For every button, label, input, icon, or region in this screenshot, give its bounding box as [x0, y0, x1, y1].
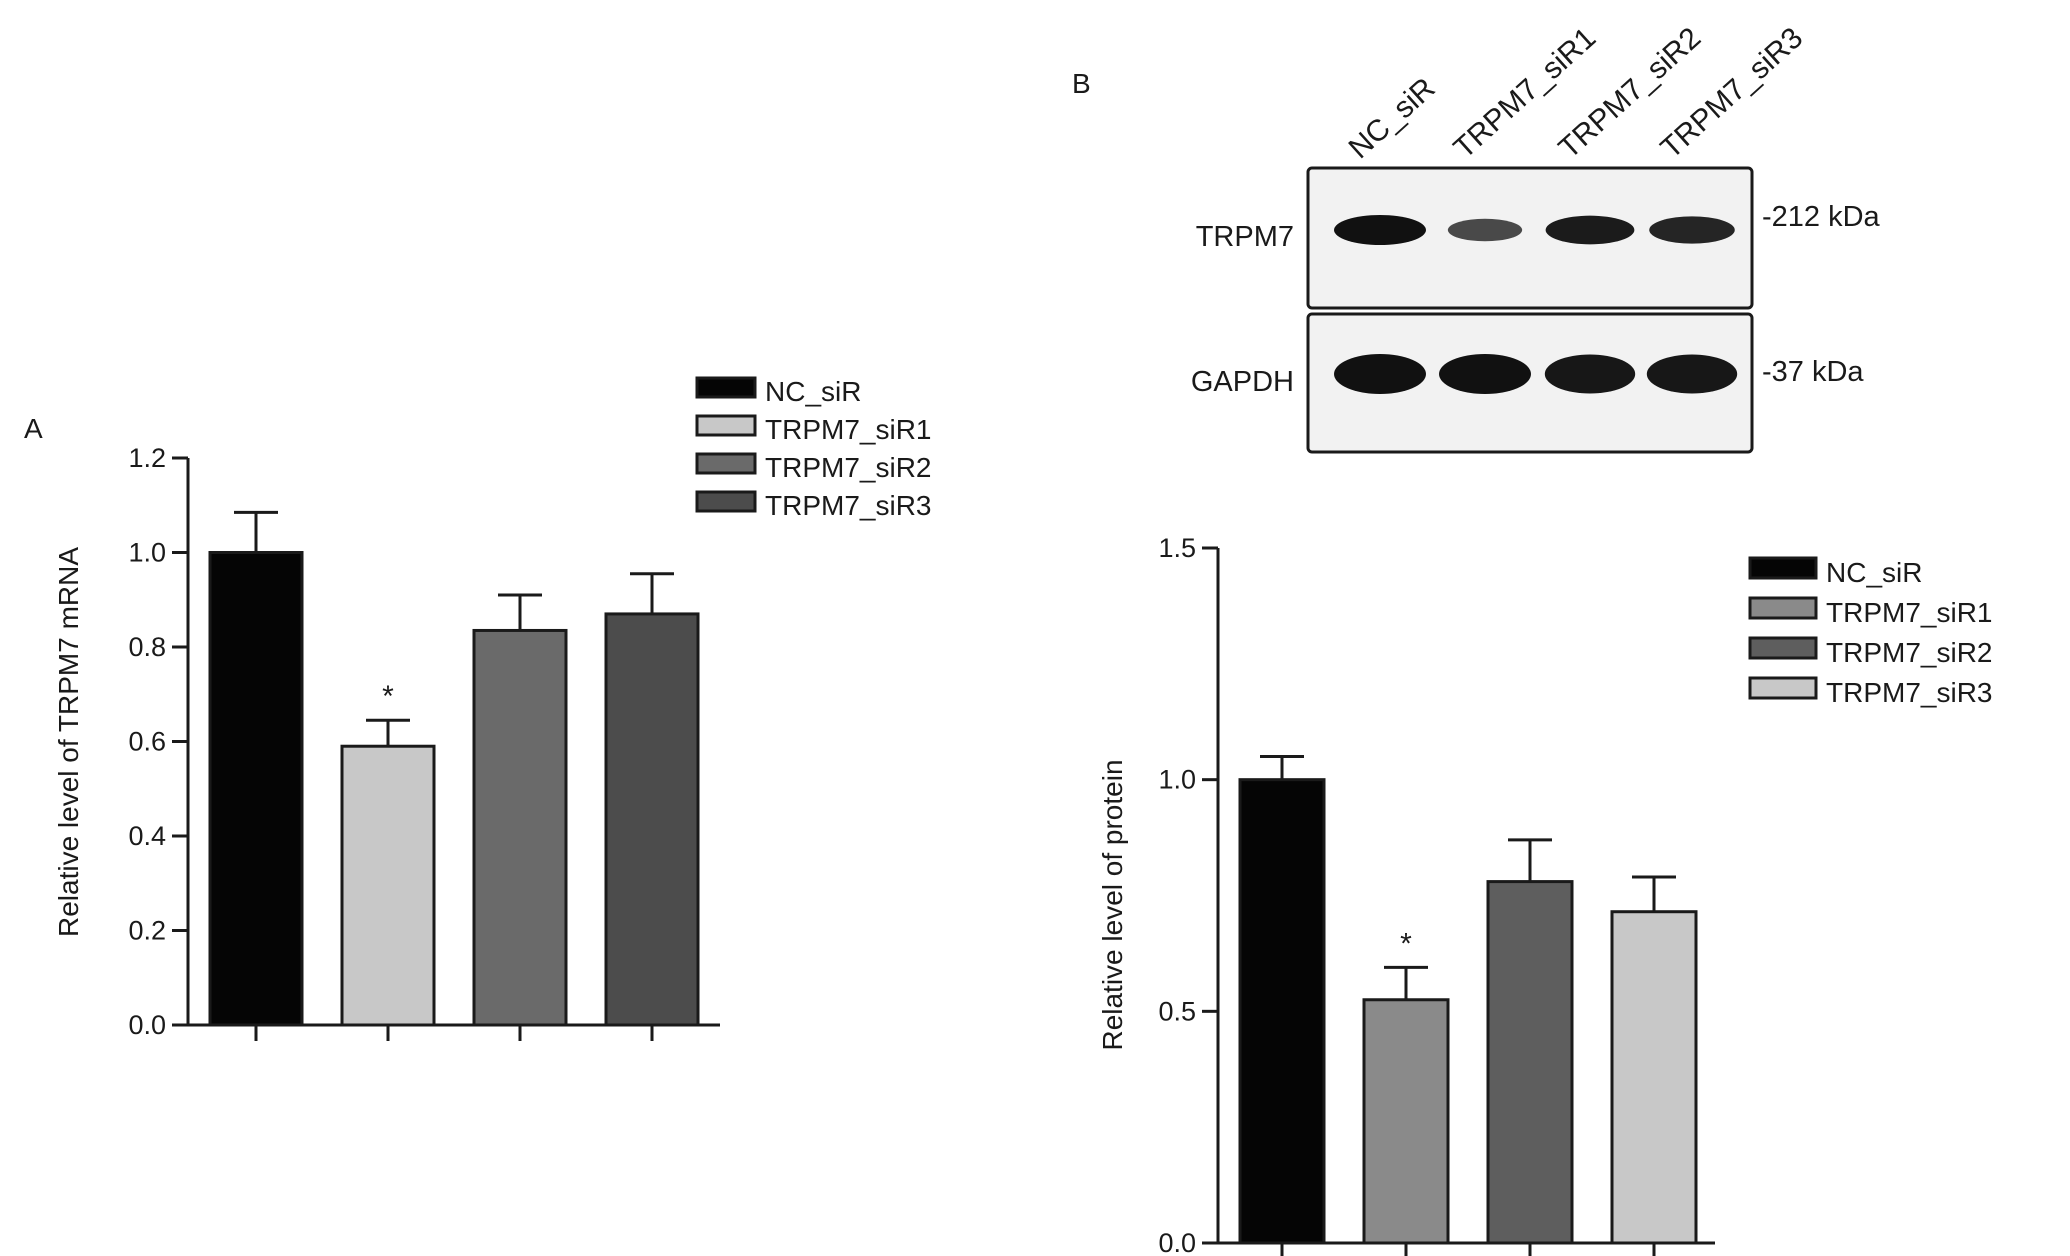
legend-swatch — [1748, 556, 1818, 580]
bar-trpm7-sir3 — [1610, 910, 1698, 1245]
y-tick-label: 0.0 — [1158, 1228, 1196, 1256]
y-axis-label: Relative level of TRPM7 mRNA — [53, 547, 84, 937]
blot-band — [1545, 215, 1635, 245]
panel-b-label: B — [1072, 68, 1091, 99]
blot-band — [1334, 215, 1426, 245]
bar-trpm7-sir1 — [340, 744, 436, 1027]
bar-trpm7-sir3 — [604, 612, 700, 1027]
y-tick-label: 0.8 — [128, 632, 166, 662]
western-blot: NC_siR TRPM7_siR1TRPM7_siR2TRPM7_siR3TRPM… — [1191, 21, 1881, 454]
legend-a: NC_siR TRPM7_siR1 TRPM7_siR2 TRPM7_siR3 — [695, 376, 931, 521]
y-tick-label: 0.6 — [128, 727, 166, 757]
legend-label: NC_siR — [1826, 557, 1922, 588]
legend-label: TRPM7_siR1 — [765, 414, 931, 445]
legend-swatch — [695, 490, 757, 513]
bar-nc-sir — [208, 551, 304, 1027]
blot-row-label: TRPM7 — [1196, 221, 1294, 253]
blot-band — [1334, 354, 1426, 394]
bar-trpm7-sir2 — [472, 628, 568, 1027]
y-tick-label: 1.5 — [1158, 533, 1196, 563]
y-tick-label: 1.0 — [128, 538, 166, 568]
blot-band — [1649, 216, 1735, 244]
y-tick-label: 0.4 — [128, 821, 166, 851]
blot-band — [1544, 354, 1636, 394]
chart-b: 0.0 0.5 1.0 1.5 Relative level of protein * — [1097, 533, 1715, 1256]
legend-swatch — [695, 376, 757, 399]
legend-swatch — [1748, 676, 1818, 700]
chart-a: 0.0 0.2 0.4 0.6 0.8 1.0 1.2 Relative level of T… — [53, 443, 720, 1041]
legend-b: NC_siR TRPM7_siR1 TRPM7_siR2 TRPM7_siR3 — [1748, 556, 1992, 708]
blot-band — [1439, 354, 1531, 394]
blot-band — [1447, 218, 1523, 242]
blot-row-label: GAPDH — [1191, 366, 1294, 398]
significance-marker: * — [1400, 927, 1412, 960]
y-tick-label: 0.0 — [128, 1010, 166, 1040]
y-axis-label: Relative level of protein — [1097, 759, 1128, 1050]
blot-membrane — [1306, 312, 1754, 454]
legend-swatch — [695, 414, 757, 437]
bar-trpm7-sir2 — [1486, 880, 1574, 1245]
legend-label: TRPM7_siR3 — [1826, 677, 1992, 708]
legend-swatch — [695, 452, 757, 475]
legend-label: TRPM7_siR1 — [1826, 597, 1992, 628]
y-tick-label: 1.2 — [128, 443, 166, 473]
blot-membrane — [1306, 166, 1754, 310]
blot-marker-label: -212 kDa — [1762, 201, 1881, 233]
bar-nc-sir — [1238, 778, 1326, 1245]
legend-swatch — [1748, 596, 1818, 620]
y-tick-label: 1.0 — [1158, 765, 1196, 795]
legend-label: TRPM7_siR3 — [765, 490, 931, 521]
y-tick-label: 0.5 — [1158, 996, 1196, 1026]
legend-label: NC_siR — [765, 376, 861, 407]
legend-swatch — [1748, 636, 1818, 660]
blot-band — [1646, 354, 1738, 394]
legend-label: TRPM7_siR2 — [1826, 637, 1992, 668]
panel-a-label: A — [24, 413, 43, 444]
blot-lane-label: NC_siR — [1343, 72, 1442, 166]
y-tick-label: 0.2 — [128, 916, 166, 946]
significance-marker: * — [382, 680, 394, 713]
legend-label: TRPM7_siR2 — [765, 452, 931, 483]
blot-marker-label: -37 kDa — [1762, 356, 1864, 388]
bar-trpm7-sir1 — [1362, 998, 1450, 1245]
